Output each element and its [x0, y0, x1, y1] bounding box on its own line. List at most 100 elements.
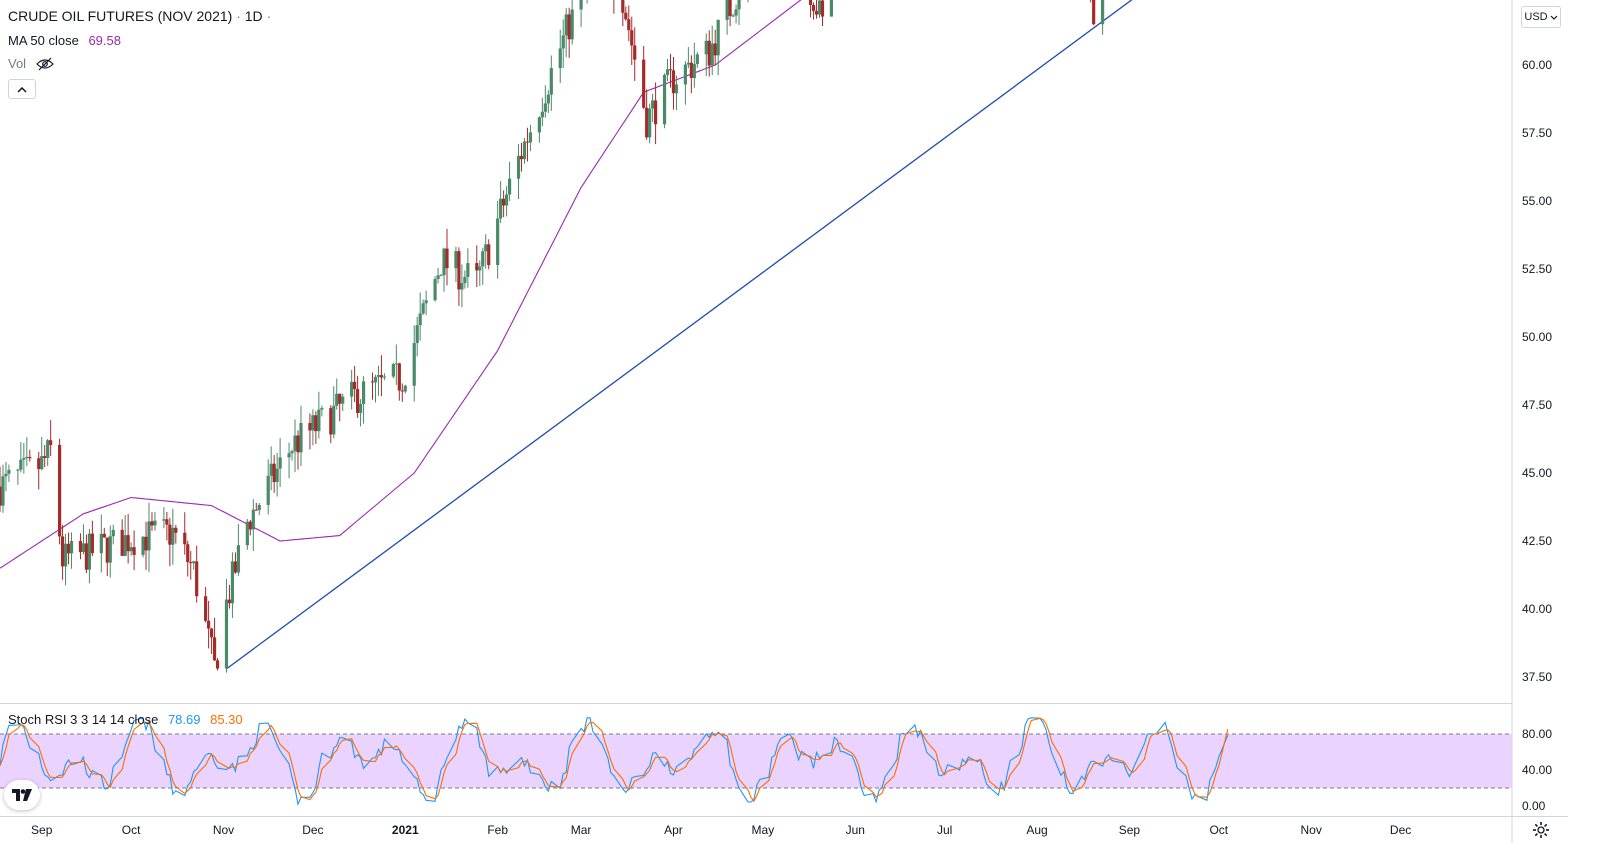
candle-body — [144, 536, 148, 551]
candle-body — [716, 19, 720, 56]
candle-body — [543, 103, 547, 112]
candle-body — [338, 393, 342, 404]
candle-body — [564, 14, 568, 36]
stoch-legend[interactable]: Stoch RSI 3 3 14 14 close 78.69 85.30 — [8, 712, 243, 727]
time-tick-label: May — [752, 823, 775, 837]
candle-body — [204, 596, 208, 621]
time-tick-label: Jun — [846, 823, 865, 837]
candle-body — [528, 132, 533, 143]
candle-body — [654, 100, 658, 125]
symbol-legend[interactable]: CRUDE OIL FUTURES (NOV 2021) · 1D · — [8, 8, 271, 24]
candle-body — [299, 422, 303, 453]
candle-body — [436, 275, 440, 280]
candle-body — [424, 300, 428, 304]
candle-body — [358, 403, 363, 413]
candle-body — [502, 198, 506, 206]
interval-label[interactable]: 1D — [244, 8, 263, 24]
stoch-k-value: 78.69 — [167, 712, 201, 727]
stoch-label: Stoch RSI 3 3 14 14 close — [8, 712, 159, 727]
candle-body — [379, 375, 384, 378]
candle-body — [397, 363, 401, 391]
candle-body — [1092, 0, 1096, 25]
trendline — [226, 0, 1133, 670]
candle-body — [251, 509, 255, 530]
candle-body — [734, 9, 738, 16]
candle-body — [132, 547, 136, 555]
candle-body — [254, 509, 258, 511]
candle-body — [671, 70, 676, 94]
candle-body — [7, 469, 11, 474]
candle-body — [37, 458, 41, 470]
candle-body — [525, 141, 530, 143]
candle-body — [627, 19, 631, 31]
candle-body — [421, 303, 425, 314]
candle-body — [290, 451, 294, 454]
candle-body — [403, 385, 407, 392]
candle-body — [561, 35, 565, 49]
candle-body — [293, 435, 297, 452]
time-tick-label: Nov — [1301, 823, 1322, 837]
candle-body — [624, 12, 628, 20]
candle-body — [287, 453, 291, 458]
vol-legend[interactable]: Vol — [8, 56, 54, 74]
candle-body — [454, 251, 458, 269]
candle-body — [272, 463, 276, 483]
symbol-name[interactable]: CRUDE OIL FUTURES (NOV 2021) — [8, 8, 233, 24]
candle-body — [153, 520, 157, 526]
candle-body — [60, 536, 65, 567]
candle-body — [579, 0, 583, 10]
settings-gear-icon[interactable] — [1530, 819, 1552, 841]
candle-body — [278, 457, 282, 469]
time-tick-label: Sep — [31, 823, 53, 837]
candle-body — [829, 0, 834, 17]
candle-body — [266, 475, 270, 505]
candle-body — [171, 527, 175, 545]
candle-body — [370, 381, 375, 383]
candle-body — [546, 94, 550, 104]
candle-body — [481, 251, 485, 267]
eye-hidden-icon[interactable] — [35, 57, 54, 74]
candle-body — [353, 381, 357, 390]
currency-selector[interactable]: USD — [1521, 6, 1561, 28]
ma-legend[interactable]: MA 50 close 69.58 — [8, 33, 121, 48]
time-tick-label: Dec — [1390, 823, 1411, 837]
stoch-tick-label: 0.00 — [1522, 799, 1546, 813]
time-tick-label: Sep — [1119, 823, 1141, 837]
candle-body — [69, 540, 74, 554]
candle-body — [633, 45, 637, 60]
candle-body — [475, 263, 479, 271]
candle-body — [66, 543, 71, 554]
candle-body — [505, 194, 509, 206]
candle-body — [230, 561, 235, 604]
candle-body — [710, 43, 714, 66]
collapse-legend-button[interactable] — [8, 79, 36, 99]
candle-body — [111, 529, 115, 537]
candle-body — [499, 198, 503, 219]
separator-dot: · — [236, 8, 241, 24]
candle-body — [373, 376, 378, 383]
candle-body — [651, 100, 655, 109]
tradingview-logo[interactable] — [4, 780, 40, 810]
candle-body — [22, 458, 26, 460]
candle-body — [820, 0, 825, 17]
time-tick-label: Oct — [1209, 823, 1228, 837]
candle-body — [0, 486, 2, 506]
candle-body — [28, 456, 32, 459]
candle-body — [549, 68, 553, 95]
candle-body — [570, 9, 574, 40]
time-tick-label: Dec — [302, 823, 323, 837]
candle-body — [728, 0, 732, 17]
candle-body — [147, 521, 151, 551]
candle-body — [320, 408, 324, 410]
candle-body — [463, 276, 467, 284]
ma50-line — [0, 0, 802, 569]
candle-body — [150, 521, 154, 526]
candle-body — [433, 279, 437, 301]
candle-body — [212, 637, 217, 661]
candle-body — [382, 376, 387, 378]
candle-body — [507, 178, 512, 195]
price-tick-label: 60.00 — [1522, 58, 1552, 72]
candle-body — [126, 535, 130, 552]
price-tick-label: 42.50 — [1522, 534, 1552, 548]
time-tick-label: Apr — [664, 823, 683, 837]
